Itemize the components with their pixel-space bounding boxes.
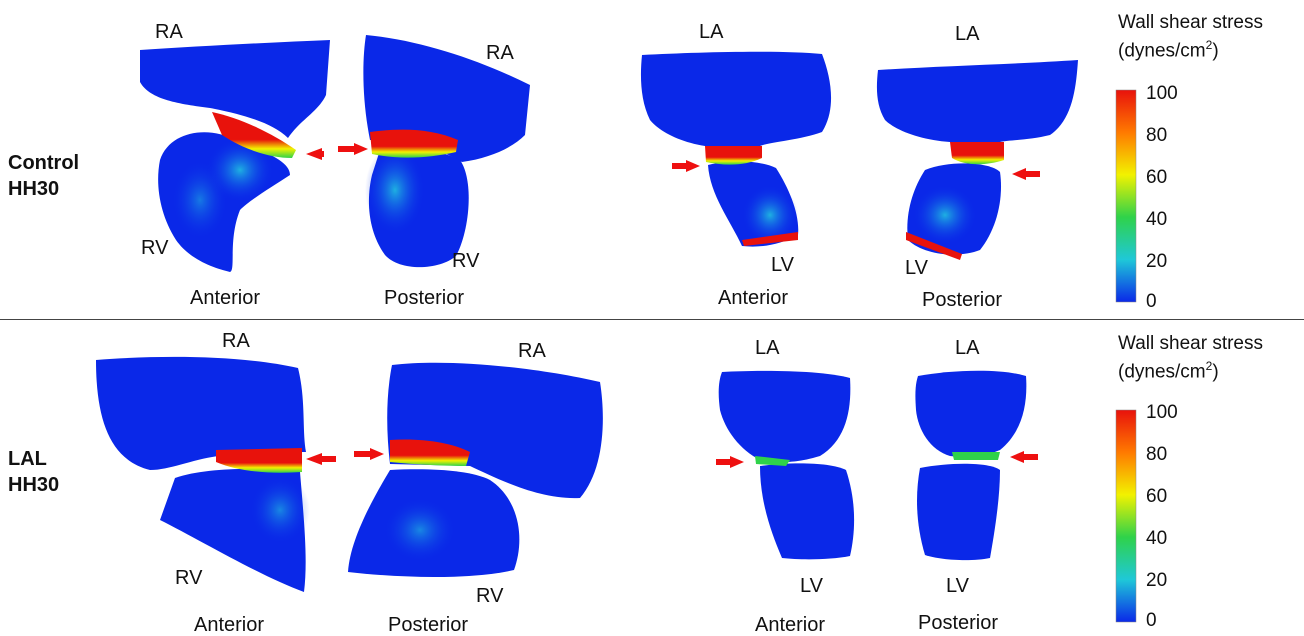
- colorbar-unit-sup: 2: [1205, 359, 1213, 373]
- control-lh-posterior-la-label: LA: [955, 23, 980, 45]
- arrow-control-lh-anterior: [686, 160, 700, 172]
- arrow-control-rh-posterior-shaft: [338, 146, 356, 152]
- colorbar-lal-tick: 80: [1146, 444, 1168, 465]
- colorbar-unit-prefix: (dynes/cm: [1118, 40, 1206, 62]
- colorbar-lal-title: Wall shear stress (dynes/cm2): [1118, 333, 1263, 383]
- control-rh-anterior-ra-label: RA: [155, 21, 183, 43]
- lal-rh-anterior-ra-label: RA: [222, 330, 250, 352]
- row-label-lal: LAL HH30: [8, 446, 59, 498]
- control-lh-anterior-model: [640, 51, 832, 247]
- lal-lh-anterior-model: [718, 370, 855, 560]
- lal-lh-anterior-view-label: Anterior: [755, 614, 826, 636]
- colorbar-control-title: Wall shear stress (dynes/cm2): [1118, 12, 1263, 62]
- lal-rh-anterior-model: [96, 356, 310, 592]
- arrow-lal-rh-posterior-shaft: [354, 451, 372, 457]
- control-lh-anterior-view-label: Anterior: [718, 287, 789, 309]
- row-label-control-line1: Control: [8, 152, 80, 174]
- lal-rh-posterior-view-label: Posterior: [388, 614, 469, 636]
- lal-rh-posterior-ra-label: RA: [518, 340, 546, 362]
- lal-rh-posterior-rv-label: RV: [476, 585, 504, 607]
- control-lh-anterior-la-label: LA: [699, 21, 724, 43]
- colorbar-lal-tick: 100: [1146, 402, 1178, 423]
- control-rh-posterior-ra-label: RA: [486, 42, 514, 64]
- arrow-control-lh-posterior: [1012, 168, 1026, 180]
- arrow-lal-lh-posterior: [1010, 451, 1024, 463]
- control-rh-posterior-model: [363, 35, 530, 268]
- lal-lh-posterior-la-label: LA: [955, 337, 980, 359]
- colorbar-control-tick: 40: [1146, 209, 1168, 230]
- colorbar-lal-tick: 0: [1146, 610, 1157, 631]
- colorbar-lal-tick: 20: [1146, 570, 1168, 591]
- control-rh-posterior-rv-label: RV: [452, 250, 480, 272]
- row-divider: [0, 319, 1304, 320]
- arrow-lal-rh-anterior-shaft: [320, 456, 336, 462]
- arrow-lal-rh-posterior: [370, 448, 384, 460]
- arrow-control-rh-anterior: [306, 148, 322, 160]
- lal-rh-anterior-rv-label: RV: [175, 567, 203, 589]
- colorbar-lal: [1115, 409, 1137, 623]
- lal-lh-anterior-lv-label: LV: [800, 575, 823, 597]
- arrow-control-lh-anterior-shaft: [672, 163, 688, 169]
- arrow-control-rh-posterior: [354, 143, 368, 155]
- lal-lh-posterior-view-label: Posterior: [918, 612, 999, 634]
- row-label-control-line2: HH30: [8, 178, 60, 200]
- colorbar-unit-prefix: (dynes/cm: [1118, 361, 1206, 383]
- arrow-lal-lh-anterior-shaft: [716, 459, 732, 465]
- lal-rh-posterior-model: [348, 362, 603, 577]
- row-label-control: Control HH30: [8, 150, 79, 202]
- control-rh-anterior-view-label: Anterior: [190, 287, 261, 309]
- row-label-lal-line1: LAL: [8, 448, 47, 470]
- control-lh-posterior-view-label: Posterior: [922, 289, 1003, 311]
- colorbar-unit-suffix: ): [1212, 40, 1219, 62]
- arrow-lal-rh-anterior: [306, 453, 322, 465]
- colorbar-control: [1115, 89, 1137, 303]
- arrow-control-lh-posterior-shaft: [1024, 171, 1040, 177]
- colorbar-control-tick: 20: [1146, 251, 1168, 272]
- control-lh-posterior-lv-label: LV: [905, 257, 928, 279]
- control-rh-anterior-model: [140, 40, 330, 272]
- control-lh-anterior-lv-label: LV: [771, 254, 794, 276]
- control-rh-posterior-view-label: Posterior: [384, 287, 465, 309]
- colorbar-unit-sup: 2: [1205, 38, 1213, 52]
- colorbar-control-tick: 80: [1146, 125, 1168, 146]
- colorbar-control-title-line1: Wall shear stress: [1118, 12, 1263, 33]
- arrow-lal-lh-posterior-shaft: [1022, 454, 1038, 460]
- row-label-lal-line2: HH30: [8, 474, 60, 496]
- colorbar-control-title-line2: (dynes/cm2): [1118, 34, 1263, 62]
- colorbar-lal-tick: 40: [1146, 528, 1168, 549]
- arrow-control-rh-anterior-shaft: [320, 151, 324, 157]
- lal-lh-posterior-model: [915, 370, 1027, 561]
- colorbar-unit-suffix: ): [1212, 361, 1219, 383]
- lal-lh-anterior-la-label: LA: [755, 337, 780, 359]
- colorbar-control-tick: 100: [1146, 83, 1178, 104]
- lal-lh-posterior-lv-label: LV: [946, 575, 969, 597]
- arrow-lal-lh-anterior: [730, 456, 744, 468]
- colorbar-lal-title-line1: Wall shear stress: [1118, 333, 1263, 354]
- colorbar-lal-title-line2: (dynes/cm2): [1118, 355, 1263, 383]
- colorbar-control-tick: 60: [1146, 167, 1168, 188]
- control-rh-anterior-rv-label: RV: [141, 237, 169, 259]
- colorbar-control-tick: 0: [1146, 291, 1157, 312]
- colorbar-lal-tick: 60: [1146, 486, 1168, 507]
- lal-rh-anterior-view-label: Anterior: [194, 614, 265, 636]
- control-lh-posterior-model: [876, 60, 1078, 260]
